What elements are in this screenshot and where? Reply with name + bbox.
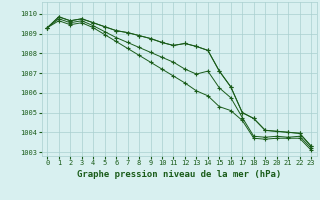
X-axis label: Graphe pression niveau de la mer (hPa): Graphe pression niveau de la mer (hPa) [77,170,281,179]
